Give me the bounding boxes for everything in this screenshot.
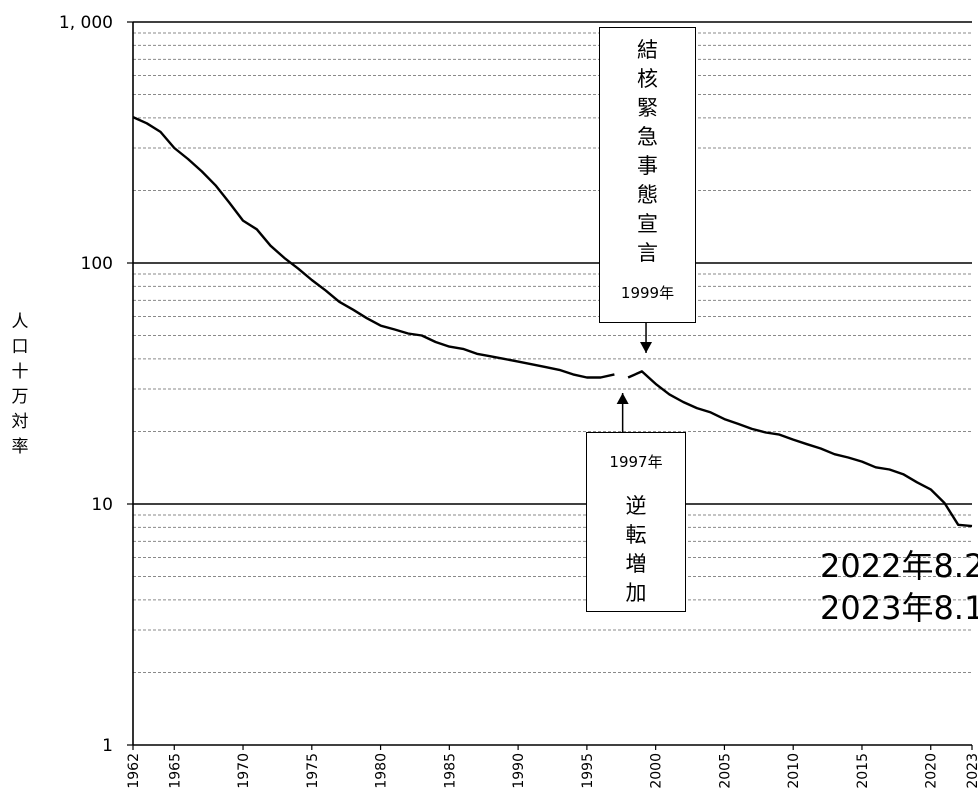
reversal-box: 1997年 逆転増加 [586,432,686,612]
x-tick-label: 1980 [374,753,390,789]
reversal-char: 転 [625,523,647,547]
y-axis-label-char: 対 [11,412,29,432]
reversal-char: 加 [625,581,647,605]
x-tick-label: 1995 [580,753,596,789]
series-lines [132,116,973,528]
declaration-char: 結 [637,38,658,62]
declaration-box: 結核緊急事態宣言 1999年 [599,27,696,323]
y-tick-label: 1, 000 [59,13,113,33]
y-axis-label-char: 口 [11,337,29,357]
declaration-arrow-head [640,342,653,353]
declaration-char: 急 [637,125,658,149]
declaration-char: 核 [637,67,658,91]
y-tick-label: 100 [81,254,113,274]
reversal-year: 1997年 [609,453,663,471]
x-tick-label: 1990 [511,753,527,789]
x-tick-label: 2005 [717,753,733,789]
reversal-char: 増 [625,552,647,576]
reversal-arrow-head [616,393,629,404]
annotation-arrows [616,323,653,432]
x-tick-label: 1975 [305,753,321,789]
y-tick-labels: 1 10 100 1, 000 [59,13,133,756]
series-line-1 [132,116,615,379]
reversal-text: 逆転増加 [587,492,685,608]
x-tick-label: 1985 [442,753,458,789]
x-tick-label: 2023 [965,753,978,789]
series-line-2 [627,370,973,528]
y-axis-label-char: 万 [11,387,29,407]
x-tick-label: 2020 [924,753,940,789]
x-tick-label: 2015 [855,753,871,789]
x-tick-label: 1970 [236,753,252,789]
y-axis-label-char: 十 [11,362,29,382]
note-2023: 2023年8.1 [820,589,978,627]
latest-values-note: 2022年8.2 2023年8.1 [820,545,978,629]
declaration-char: 事 [637,154,658,178]
declaration-text: 結核緊急事態宣言 [600,36,695,268]
declaration-char: 言 [637,241,658,265]
x-tick-labels: 1962 1965 1970 1975 1980 1985 1990 1995 2000 2005… [126,745,978,789]
x-tick-label: 1962 [126,753,142,789]
grid-lines [133,21,972,673]
declaration-char: 宣 [637,212,658,236]
x-tick-label: 2010 [786,753,802,789]
y-axis-label-char: 率 [11,437,29,457]
declaration-char: 緊 [637,96,658,120]
y-tick-label: 10 [91,495,113,515]
x-tick-label: 2000 [649,753,665,789]
axes [132,22,972,746]
y-axis-label-char: 人 [11,312,29,332]
reversal-char: 逆 [625,494,647,518]
y-tick-label: 1 [102,736,113,756]
y-axis-label: 人口十万対率 [8,310,32,460]
note-2022: 2022年8.2 [820,547,978,585]
x-tick-label: 1965 [167,753,183,789]
declaration-year: 1999年 [620,284,675,302]
declaration-char: 態 [637,183,658,207]
